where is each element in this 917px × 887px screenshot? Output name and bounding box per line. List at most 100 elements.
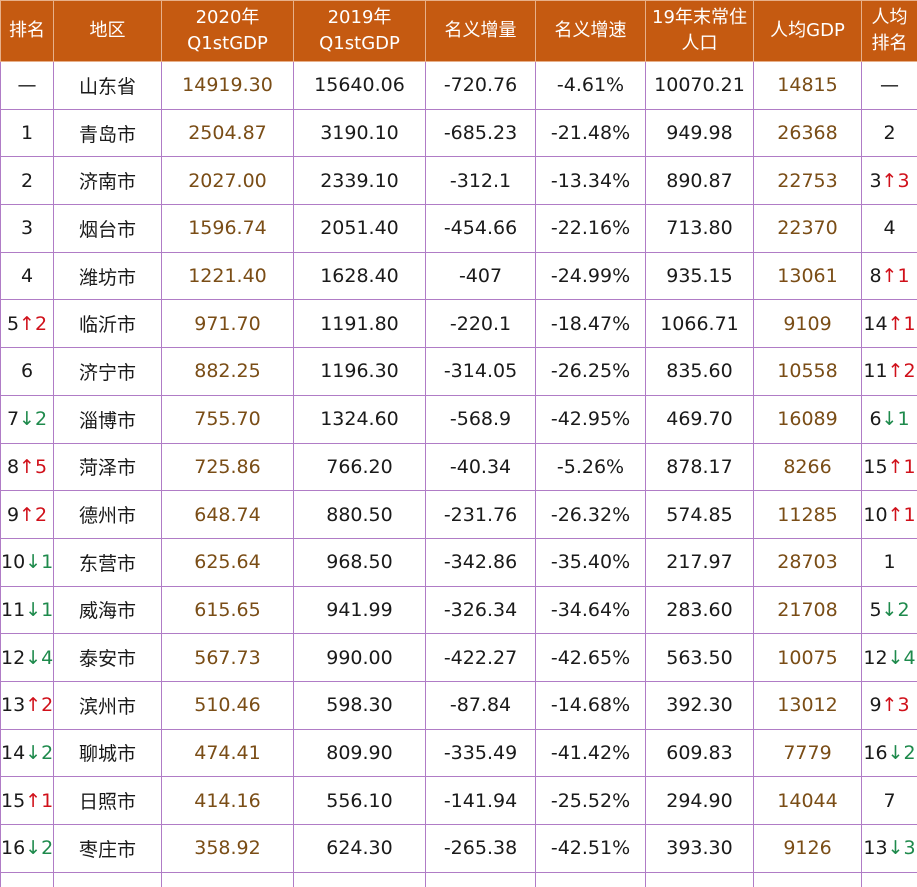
rank-cell-change: 1 (41, 551, 53, 573)
arrow-down-icon: ↓ (888, 647, 904, 669)
per-capita-gdp-cell: 7779 (754, 729, 862, 777)
rank-cell: 9↑2 (1, 491, 54, 539)
header-label: 2019年 (294, 5, 425, 31)
header-label: 地区 (54, 18, 161, 44)
gdp-2020-cell: 971.70 (162, 300, 294, 348)
gdp-2020-cell: 474.41 (162, 729, 294, 777)
gdp-2019-cell: 1191.80 (294, 300, 426, 348)
per-capita-rank-cell-change: 1 (904, 504, 916, 526)
header-label: 人均 (862, 5, 917, 31)
per-capita-gdp-cell: 10075 (754, 634, 862, 682)
per-capita-rank-cell: 9↑3 (862, 681, 917, 729)
population-cell: 10070.21 (646, 62, 754, 110)
rank-cell-value: 12 (1, 647, 25, 669)
per-capita-rank-cell-value: 13 (863, 837, 887, 859)
per-capita-rank-cell: 8↑1 (862, 252, 917, 300)
rank-cell-value: 10 (1, 551, 25, 573)
rank-cell: 14↓2 (1, 729, 54, 777)
rank-cell-change: 2 (41, 837, 53, 859)
rank-cell-value: 16 (1, 837, 25, 859)
growth-cell: -42.51% (536, 825, 646, 873)
per-capita-rank-cell: 4 (862, 205, 917, 253)
empty-cell (646, 872, 754, 887)
rank-cell-value: 8 (7, 456, 19, 478)
gdp-2020-cell: 2027.00 (162, 157, 294, 205)
per-capita-gdp-cell: 21708 (754, 586, 862, 634)
gdp-2019-cell: 598.30 (294, 681, 426, 729)
header-label: Q1stGDP (294, 31, 425, 57)
per-capita-rank-cell-change: 3 (897, 694, 909, 716)
per-capita-rank-cell-value: 3 (869, 170, 881, 192)
per-capita-gdp-cell: 22753 (754, 157, 862, 205)
per-capita-rank-cell-change: 1 (904, 456, 916, 478)
rank-cell-value: 5 (7, 313, 19, 335)
growth-cell: -41.42% (536, 729, 646, 777)
gdp-2020-cell: 414.16 (162, 777, 294, 825)
empty-cell (536, 872, 646, 887)
empty-cell (754, 872, 862, 887)
header-population: 19年末常住人口 (646, 1, 754, 62)
increase-cell: -312.1 (426, 157, 536, 205)
per-capita-rank-cell-value: 9 (869, 694, 881, 716)
per-capita-rank-cell: 16↓2 (862, 729, 917, 777)
increase-cell: -40.34 (426, 443, 536, 491)
arrow-up-icon: ↑ (25, 790, 41, 812)
per-capita-gdp-cell: 13061 (754, 252, 862, 300)
per-capita-rank-cell-change: 1 (897, 408, 909, 430)
per-capita-rank-cell: 7 (862, 777, 917, 825)
per-capita-rank-cell-change: 1 (897, 265, 909, 287)
rank-cell-value: 9 (7, 504, 19, 526)
population-cell: 469.70 (646, 395, 754, 443)
region-cell: 德州市 (54, 491, 162, 539)
header-nominal-growth: 名义增速 (536, 1, 646, 62)
increase-cell: -335.49 (426, 729, 536, 777)
rank-cell: 3 (1, 205, 54, 253)
growth-cell: -42.95% (536, 395, 646, 443)
arrow-up-icon: ↑ (882, 265, 898, 287)
population-cell: 574.85 (646, 491, 754, 539)
rank-cell: 15↑1 (1, 777, 54, 825)
growth-cell: -21.48% (536, 109, 646, 157)
header-label: Q1stGDP (162, 31, 293, 57)
gdp-2019-cell: 624.30 (294, 825, 426, 873)
rank-cell-change: 4 (41, 647, 53, 669)
per-capita-rank-cell-change: 2 (904, 360, 916, 382)
rank-cell: 10↓1 (1, 538, 54, 586)
empty-cell (862, 872, 917, 887)
rank-cell-value: 4 (21, 265, 33, 287)
region-cell: 东营市 (54, 538, 162, 586)
gdp-2020-cell: 567.73 (162, 634, 294, 682)
per-capita-gdp-cell: 11285 (754, 491, 862, 539)
population-cell: 392.30 (646, 681, 754, 729)
increase-cell: -422.27 (426, 634, 536, 682)
empty-cell (1, 872, 54, 887)
region-cell: 临沂市 (54, 300, 162, 348)
rank-cell-value: 14 (1, 742, 25, 764)
per-capita-gdp-cell: 28703 (754, 538, 862, 586)
region-cell: 烟台市 (54, 205, 162, 253)
growth-cell: -26.32% (536, 491, 646, 539)
per-capita-rank-cell: 14↑1 (862, 300, 917, 348)
gdp-2020-cell: 615.65 (162, 586, 294, 634)
growth-cell: -26.25% (536, 348, 646, 396)
increase-cell: -454.66 (426, 205, 536, 253)
gdp-2019-cell: 1324.60 (294, 395, 426, 443)
growth-cell: -35.40% (536, 538, 646, 586)
population-cell: 949.98 (646, 109, 754, 157)
header-region: 地区 (54, 1, 162, 62)
gdp-2019-cell: 2051.40 (294, 205, 426, 253)
empty-cell (426, 872, 536, 887)
rank-cell: 11↓1 (1, 586, 54, 634)
